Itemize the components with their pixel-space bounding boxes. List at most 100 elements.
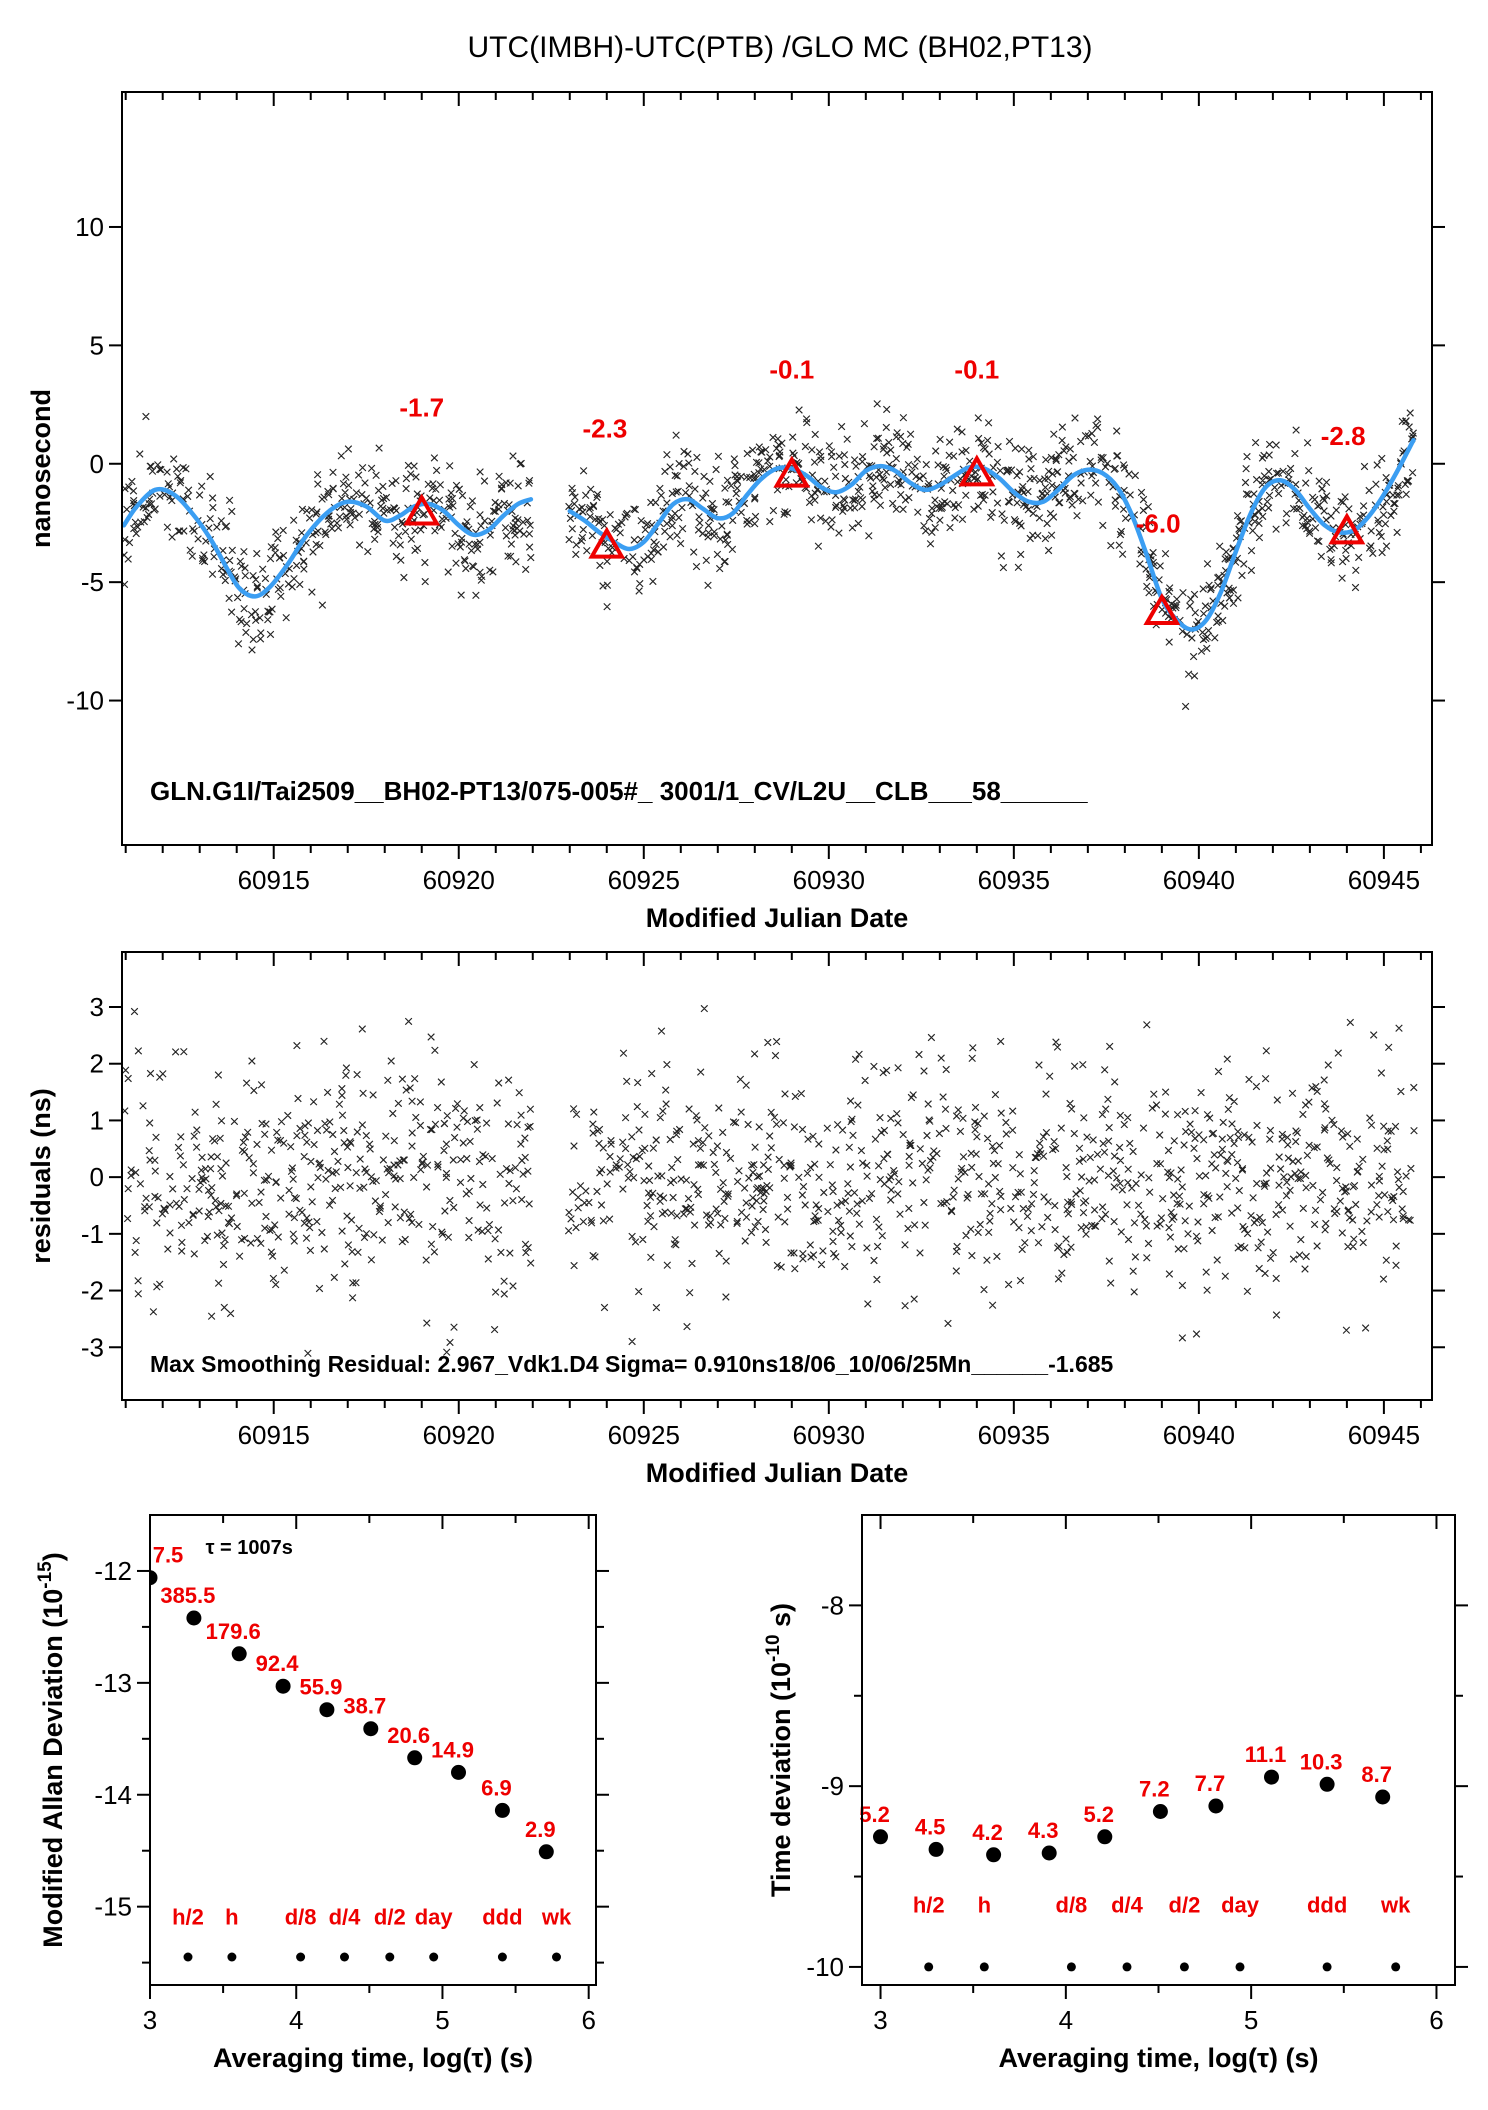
- y-tick-label: -2: [81, 1276, 104, 1306]
- phase-inner-label: GLN.G1I/Tai2509__BH02-PT13/075-005#_ 300…: [150, 776, 1088, 806]
- y-tick-label: -3: [81, 1332, 104, 1362]
- x-tick-label: 6: [1429, 2005, 1443, 2035]
- data-point-dot: [186, 1610, 202, 1626]
- x-tick-label: 60930: [793, 865, 865, 895]
- tau-mark-label: d/8: [285, 1905, 317, 1930]
- y-tick-label: -10: [66, 686, 104, 716]
- y-tick-label: -8: [821, 1590, 844, 1620]
- data-point-dot: [231, 1646, 247, 1662]
- point-value-label: 7.2: [1139, 1776, 1170, 1801]
- chart-title: UTC(IMBH)-UTC(PTB) /GLO MC (BH02,PT13): [467, 31, 1092, 64]
- tau-mark-label: h: [225, 1905, 238, 1930]
- tau-mark-dot: [497, 1952, 507, 1962]
- x-tick-label: 60925: [608, 865, 680, 895]
- tau-mark-dot: [924, 1962, 934, 1972]
- point-value-label: 179.6: [206, 1619, 261, 1644]
- x-tick-label: 4: [1059, 2005, 1073, 2035]
- point-value-label: 92.4: [256, 1651, 300, 1676]
- panel-tdev: 5.2 4.5 4.2 4.3 5.2 7.2 7.7 11.1 10.3 8.7 h/2 h d/8 d…: [763, 1514, 1468, 2073]
- data-point-dot: [1152, 1804, 1168, 1819]
- residuals-inner-label: Max Smoothing Residual: 2.967_Vdk1.D4 Si…: [150, 1351, 1114, 1377]
- data-point-dot: [407, 1750, 423, 1766]
- tdev-x-axis-title: Averaging time, log(τ) (s): [998, 2043, 1318, 2073]
- data-point-dot: [1264, 1769, 1279, 1785]
- data-point-dot: [1041, 1845, 1057, 1861]
- tdev-frame: [861, 1514, 1456, 1986]
- x-tick-label: 60915: [238, 1420, 310, 1450]
- x-tick-label: 60935: [978, 1420, 1050, 1450]
- point-value-label: 7.7: [1195, 1771, 1226, 1796]
- data-point-dot: [151, 1570, 158, 1586]
- tau-mark-label: wk: [541, 1905, 572, 1930]
- point-value-label: 55.9: [300, 1675, 343, 1700]
- y-tick-label: 10: [75, 212, 104, 242]
- point-value-label: 10.3: [1300, 1749, 1343, 1774]
- point-value-label: 38.7: [343, 1694, 386, 1719]
- tau-mark-dot: [1066, 1962, 1076, 1972]
- calibration-triangle: [958, 454, 996, 487]
- residuals-y-axis-title: residuals (ns): [26, 1088, 56, 1264]
- mdev-ticks: [137, 1515, 609, 1999]
- x-tick-label: 6: [581, 2005, 595, 2035]
- tau-mark-dot: [429, 1952, 439, 1962]
- residuals-x-axis-title: Modified Julian Date: [646, 1458, 909, 1488]
- tau-annotation: τ = 1007s: [206, 1537, 293, 1559]
- point-value-label: 6.9: [481, 1775, 512, 1800]
- y-tick-label: 0: [90, 449, 104, 479]
- calibration-triangle: [773, 455, 811, 488]
- data-point-dot: [986, 1847, 1002, 1863]
- y-tick-label: 1: [90, 1105, 104, 1135]
- tau-mark-dot: [552, 1952, 561, 1962]
- panel-residuals: Max Smoothing Residual: 2.967_Vdk1.D4 Si…: [26, 951, 1445, 1488]
- phase-ticks: [109, 92, 1445, 859]
- tau-mark-label: d/8: [1056, 1893, 1088, 1918]
- triangle-value-label: -6.0: [1136, 508, 1181, 538]
- data-point-dot: [1208, 1798, 1224, 1814]
- mdev-plot-area: [151, 1570, 554, 1860]
- y-tick-label: -5: [81, 567, 104, 597]
- tau-mark-dot: [385, 1952, 395, 1962]
- tau-mark-dot: [340, 1952, 349, 1962]
- calibration-triangle: [1143, 592, 1181, 625]
- panel-phase: -1.7 -2.3 -0.1 -0.1 -6.0 -2.8 GLN.G1I/Tai2509_…: [26, 91, 1445, 933]
- tau-mark-label: d/2: [374, 1905, 406, 1930]
- data-point-dot: [873, 1829, 888, 1845]
- triangle-value-label: -1.7: [399, 392, 444, 422]
- tau-mark-dot: [1322, 1962, 1332, 1972]
- tau-mark-dot: [1122, 1962, 1132, 1972]
- point-value-label: 8.7: [1361, 1762, 1392, 1787]
- data-point-dot: [494, 1802, 510, 1818]
- y-tick-label: -9: [821, 1771, 844, 1801]
- y-tick-label: -14: [94, 1780, 132, 1810]
- phase-frame: [121, 91, 1433, 846]
- phase-x-axis-title: Modified Julian Date: [646, 903, 909, 933]
- y-tick-label: 0: [90, 1162, 104, 1192]
- point-value-label: 7.5: [153, 1543, 184, 1568]
- data-point-dot: [928, 1841, 944, 1857]
- tau-mark-label: h: [978, 1893, 991, 1918]
- x-tick-label: 60920: [423, 1420, 495, 1450]
- y-tick-label: 5: [90, 330, 104, 360]
- residuals-frame: [121, 951, 1433, 1401]
- y-tick-label: 3: [90, 992, 104, 1022]
- data-point-dot: [451, 1764, 466, 1780]
- mdev-y-axis-title: Modified Allan Deviation (10-15): [35, 1552, 68, 1948]
- tdev-y-axis-title: Time deviation (10-10 s): [763, 1603, 796, 1897]
- tau-mark-dot: [979, 1962, 989, 1972]
- tau-mark-dot: [1391, 1962, 1401, 1972]
- calibration-triangle: [403, 493, 441, 526]
- x-tick-label: 60945: [1348, 1420, 1420, 1450]
- x-tick-label: 60925: [608, 1420, 680, 1450]
- data-point-dot: [319, 1702, 335, 1718]
- tau-mark-dot: [227, 1952, 237, 1962]
- point-value-label: 385.5: [160, 1583, 215, 1608]
- triangle-value-label: -0.1: [954, 355, 999, 385]
- y-tick-label: -15: [94, 1892, 132, 1922]
- triangle-value-label: -2.3: [583, 414, 628, 444]
- x-tick-label: 5: [1244, 2005, 1258, 2035]
- triangle-value-label: -0.1: [769, 355, 814, 385]
- x-tick-label: 60940: [1163, 865, 1235, 895]
- tdev-ticks: [849, 1515, 1468, 1999]
